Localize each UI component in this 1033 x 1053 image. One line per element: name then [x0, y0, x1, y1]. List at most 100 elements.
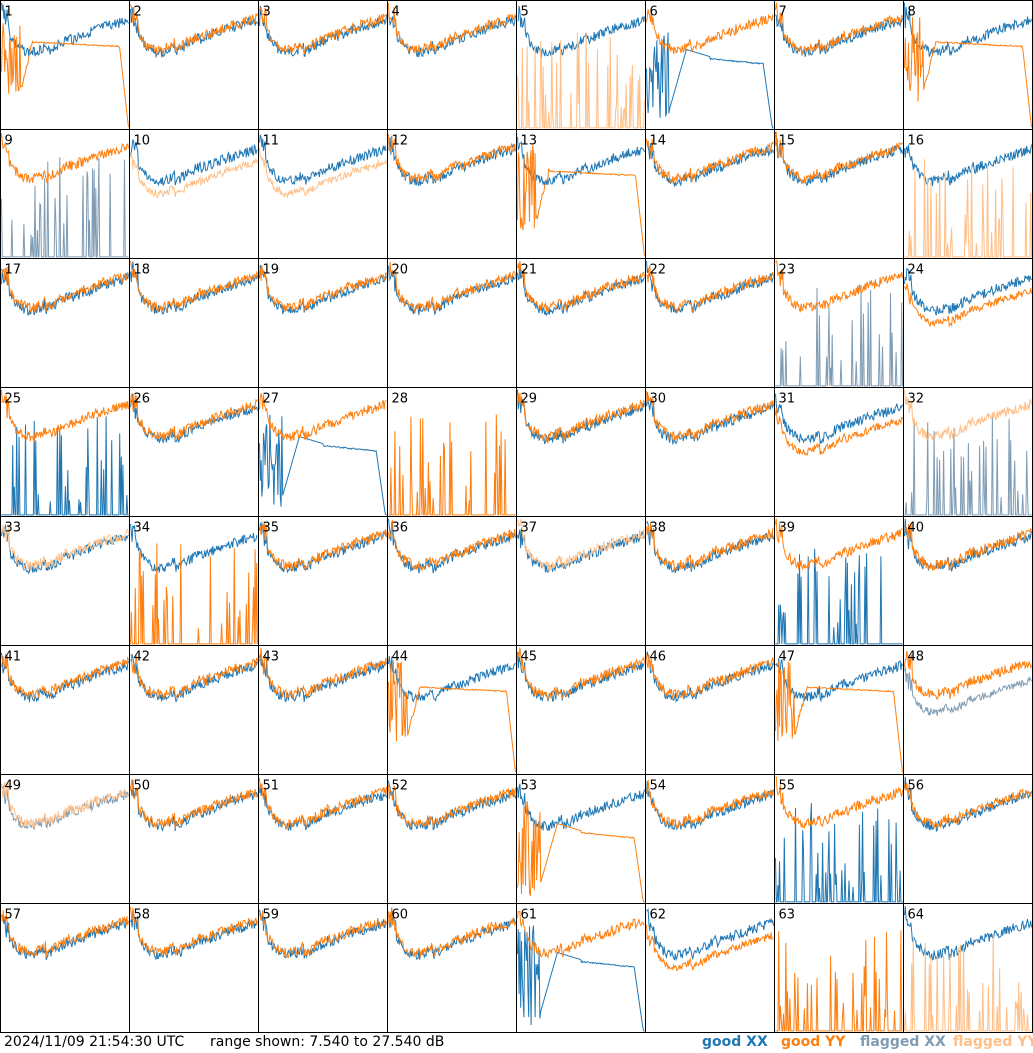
panel-52: 52 [387, 774, 517, 904]
series-xx [1, 524, 129, 575]
series-xx [904, 666, 1032, 716]
series-xx [517, 5, 645, 58]
series-yy [775, 776, 903, 830]
series-yy [517, 32, 645, 129]
panel-4: 4 [387, 0, 517, 130]
panel-frame [129, 516, 259, 646]
panel-label: 32 [908, 392, 925, 407]
panel-frame [774, 645, 904, 775]
panel-frame [387, 774, 517, 904]
series-yy [1, 910, 129, 958]
panel-frame [903, 258, 1033, 388]
series-yy [646, 924, 774, 972]
series-yy [259, 264, 387, 312]
panel-label: 55 [779, 779, 796, 794]
panel-label: 5 [521, 5, 529, 20]
panel-55: 55 [774, 774, 904, 904]
series-yy [1, 133, 129, 184]
legend-flagged-xx: flagged XX [860, 1034, 946, 1050]
panel-frame [516, 516, 646, 646]
panel-3: 3 [258, 0, 388, 130]
series-yy [259, 147, 387, 199]
range-label: range shown: 7.540 to 27.540 dB [210, 1034, 445, 1050]
panel-label: 59 [263, 908, 280, 923]
panel-label: 3 [263, 5, 271, 20]
series-yy [775, 660, 903, 773]
panel-label: 13 [521, 134, 538, 149]
series-yy [904, 522, 1032, 571]
series-yy [775, 930, 903, 1032]
series-xx [775, 284, 903, 387]
series-yy [388, 908, 516, 958]
series-xx [517, 136, 645, 186]
panel-label: 43 [263, 650, 280, 665]
series-xx [259, 653, 387, 703]
series-yy [130, 260, 258, 313]
panel-frame [387, 645, 517, 775]
panel-frame [129, 258, 259, 388]
panel-label: 23 [779, 263, 796, 278]
panel-label: 37 [521, 521, 538, 536]
series-yy [259, 777, 387, 830]
panel-38: 38 [645, 516, 775, 646]
panel-25: 25 [0, 387, 130, 517]
panel-33: 33 [0, 516, 130, 646]
panel-43: 43 [258, 645, 388, 775]
panel-label: 61 [521, 908, 538, 923]
series-yy [904, 650, 1032, 701]
panel-29: 29 [516, 387, 646, 517]
series-yy [646, 391, 774, 442]
panel-40: 40 [903, 516, 1033, 646]
panel-label: 10 [134, 134, 151, 149]
panel-frame [0, 0, 130, 130]
panel-frame [258, 516, 388, 646]
series-yy [646, 138, 774, 184]
series-xx [130, 654, 258, 703]
panel-44: 44 [387, 645, 517, 775]
panel-50: 50 [129, 774, 259, 904]
series-yy [1, 653, 129, 699]
panel-label: 50 [134, 779, 151, 794]
panel-frame [129, 129, 259, 259]
series-yy [775, 131, 903, 185]
panel-label: 56 [908, 779, 925, 794]
panel-frame [387, 258, 517, 388]
panel-14: 14 [645, 129, 775, 259]
series-yy [388, 2, 516, 56]
panel-frame [387, 903, 517, 1033]
panel-label: 2 [134, 5, 142, 20]
series-xx [904, 267, 1032, 316]
panel-label: 14 [650, 134, 667, 149]
series-yy [130, 543, 258, 645]
series-xx [259, 414, 387, 516]
series-xx [388, 656, 516, 703]
panel-24: 24 [903, 258, 1033, 388]
panel-6: 6 [645, 0, 775, 130]
panel-26: 26 [129, 387, 259, 517]
panel-49: 49 [0, 774, 130, 904]
panel-label: 25 [5, 392, 22, 407]
panel-62: 62 [645, 903, 775, 1033]
panel-label: 29 [521, 392, 538, 407]
panel-17: 17 [0, 258, 130, 388]
panel-frame [0, 645, 130, 775]
panel-59: 59 [258, 903, 388, 1033]
panel-1: 1 [0, 0, 130, 130]
panel-39: 39 [774, 516, 904, 646]
panel-frame [645, 516, 775, 646]
panel-frame [516, 129, 646, 259]
panel-46: 46 [645, 645, 775, 775]
series-xx [259, 133, 387, 186]
panel-label: 35 [263, 521, 280, 536]
panel-label: 16 [908, 134, 925, 149]
series-xx [904, 414, 1032, 516]
panel-frame [387, 129, 517, 259]
panel-label: 53 [521, 779, 538, 794]
panel-frame [516, 0, 646, 130]
panel-2: 2 [129, 0, 259, 130]
series-yy [130, 778, 258, 829]
panel-label: 4 [392, 5, 400, 20]
panel-frame [129, 903, 259, 1033]
series-yy [517, 260, 645, 313]
panel-64: 64 [903, 903, 1033, 1033]
